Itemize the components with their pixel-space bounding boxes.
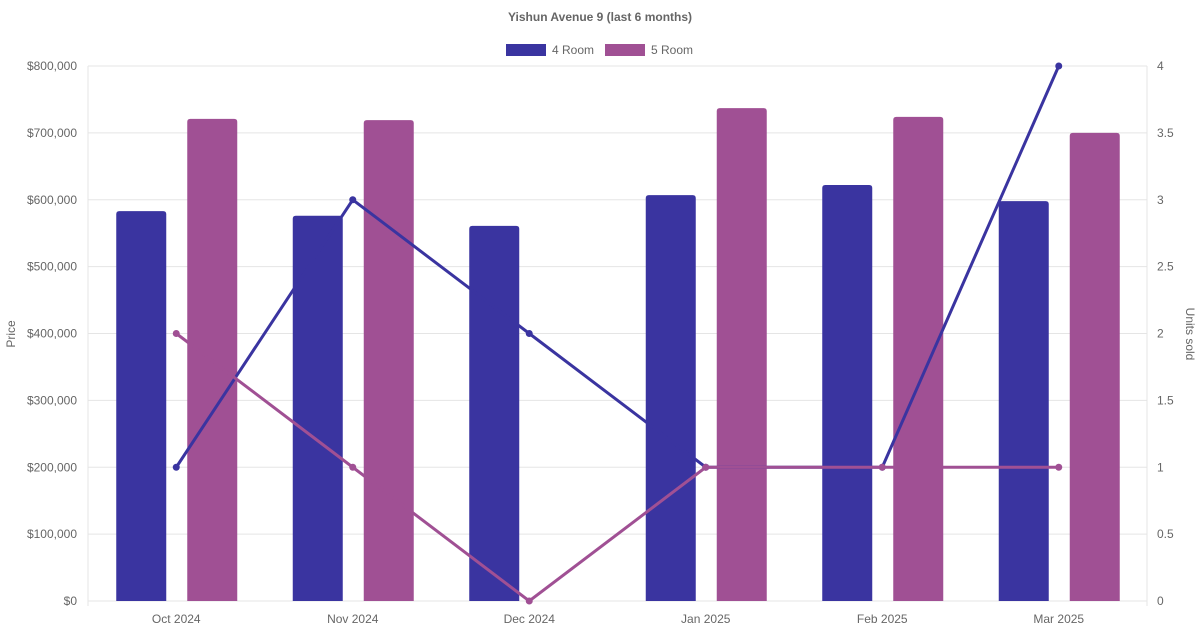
y2-tick-label: 2 <box>1157 327 1164 341</box>
legend: 4 Room 5 Room <box>506 43 693 57</box>
bar-4-room-jan-2025 <box>645 195 696 601</box>
y-tick-label: $700,000 <box>27 126 77 140</box>
point-4-room-units-0 <box>172 463 180 471</box>
x-tick-label: Jan 2025 <box>681 612 731 626</box>
y-tick-label: $500,000 <box>27 260 77 274</box>
x-tick-label: Dec 2024 <box>504 612 556 626</box>
point-5-room-units-1 <box>349 463 357 471</box>
y2-axis-label: Units sold <box>1183 308 1197 361</box>
point-4-room-units-2 <box>525 330 533 337</box>
x-tick-label: Feb 2025 <box>857 612 908 626</box>
y-tick-label: $400,000 <box>27 327 77 341</box>
bar-4-room-mar-2025 <box>998 201 1049 601</box>
y2-tick-label: 4 <box>1157 59 1164 73</box>
bars <box>116 108 1120 602</box>
y2-tick-label: 2.5 <box>1157 260 1174 274</box>
point-5-room-units-3 <box>702 463 710 471</box>
point-5-room-units-0 <box>172 330 180 337</box>
point-5-room-units-4 <box>878 463 886 471</box>
y-tick-label: $200,000 <box>27 460 77 474</box>
y2-tick-label: 0 <box>1157 594 1164 608</box>
point-5-room-units-5 <box>1055 463 1063 471</box>
bar-4-room-feb-2025 <box>822 185 873 601</box>
y-axis-right: 0 0.5 1 1.5 2 2.5 3 3.5 4 <box>1157 59 1174 608</box>
bar-5-room-mar-2025 <box>1069 132 1120 601</box>
point-5-room-units-2 <box>525 597 533 605</box>
legend-item-5-room[interactable]: 5 Room <box>605 43 693 57</box>
legend-swatch-4-room <box>506 44 546 56</box>
bar-4-room-oct-2024 <box>116 211 167 601</box>
bar-5-room-jan-2025 <box>716 108 767 601</box>
y-tick-label: $600,000 <box>27 193 77 207</box>
bar-5-room-feb-2025 <box>893 116 944 601</box>
y-tick-label: $100,000 <box>27 527 77 541</box>
bar-5-room-nov-2024 <box>363 120 414 601</box>
chart-title: Yishun Avenue 9 (last 6 months) <box>508 10 692 24</box>
y2-tick-label: 0.5 <box>1157 527 1174 541</box>
y2-tick-label: 1 <box>1157 460 1164 474</box>
x-tick-label: Nov 2024 <box>327 612 379 626</box>
x-axis: Oct 2024 Nov 2024 Dec 2024 Jan 2025 Feb 2025… <box>152 612 1085 626</box>
y2-tick-label: 3 <box>1157 193 1164 207</box>
x-tick-label: Oct 2024 <box>152 612 201 626</box>
legend-label-4-room: 4 Room <box>552 43 594 57</box>
gridlines <box>87 65 1148 606</box>
point-4-room-units-1 <box>349 196 357 204</box>
line-4-room-units <box>174 65 1061 469</box>
line-5-room-units <box>175 332 1059 603</box>
bar-4-room-nov-2024 <box>292 215 343 602</box>
y2-tick-label: 1.5 <box>1157 393 1174 407</box>
bar-4-room-dec-2024 <box>469 225 520 602</box>
point-4-room-units-5 <box>1055 62 1063 70</box>
y-axis-label: Price <box>4 320 18 348</box>
y-tick-label: $800,000 <box>27 59 77 73</box>
x-tick-label: Mar 2025 <box>1033 612 1084 626</box>
legend-item-4-room[interactable]: 4 Room <box>506 43 594 57</box>
y2-tick-label: 3.5 <box>1157 126 1174 140</box>
y-tick-label: $0 <box>64 594 78 608</box>
y-axis-left: $0 $100,000 $200,000 $300,000 $400,000 $500,0… <box>27 59 77 608</box>
lines <box>172 62 1063 605</box>
y-tick-label: $300,000 <box>27 393 77 407</box>
legend-swatch-5-room <box>605 44 645 56</box>
legend-label-5-room: 5 Room <box>651 43 693 57</box>
